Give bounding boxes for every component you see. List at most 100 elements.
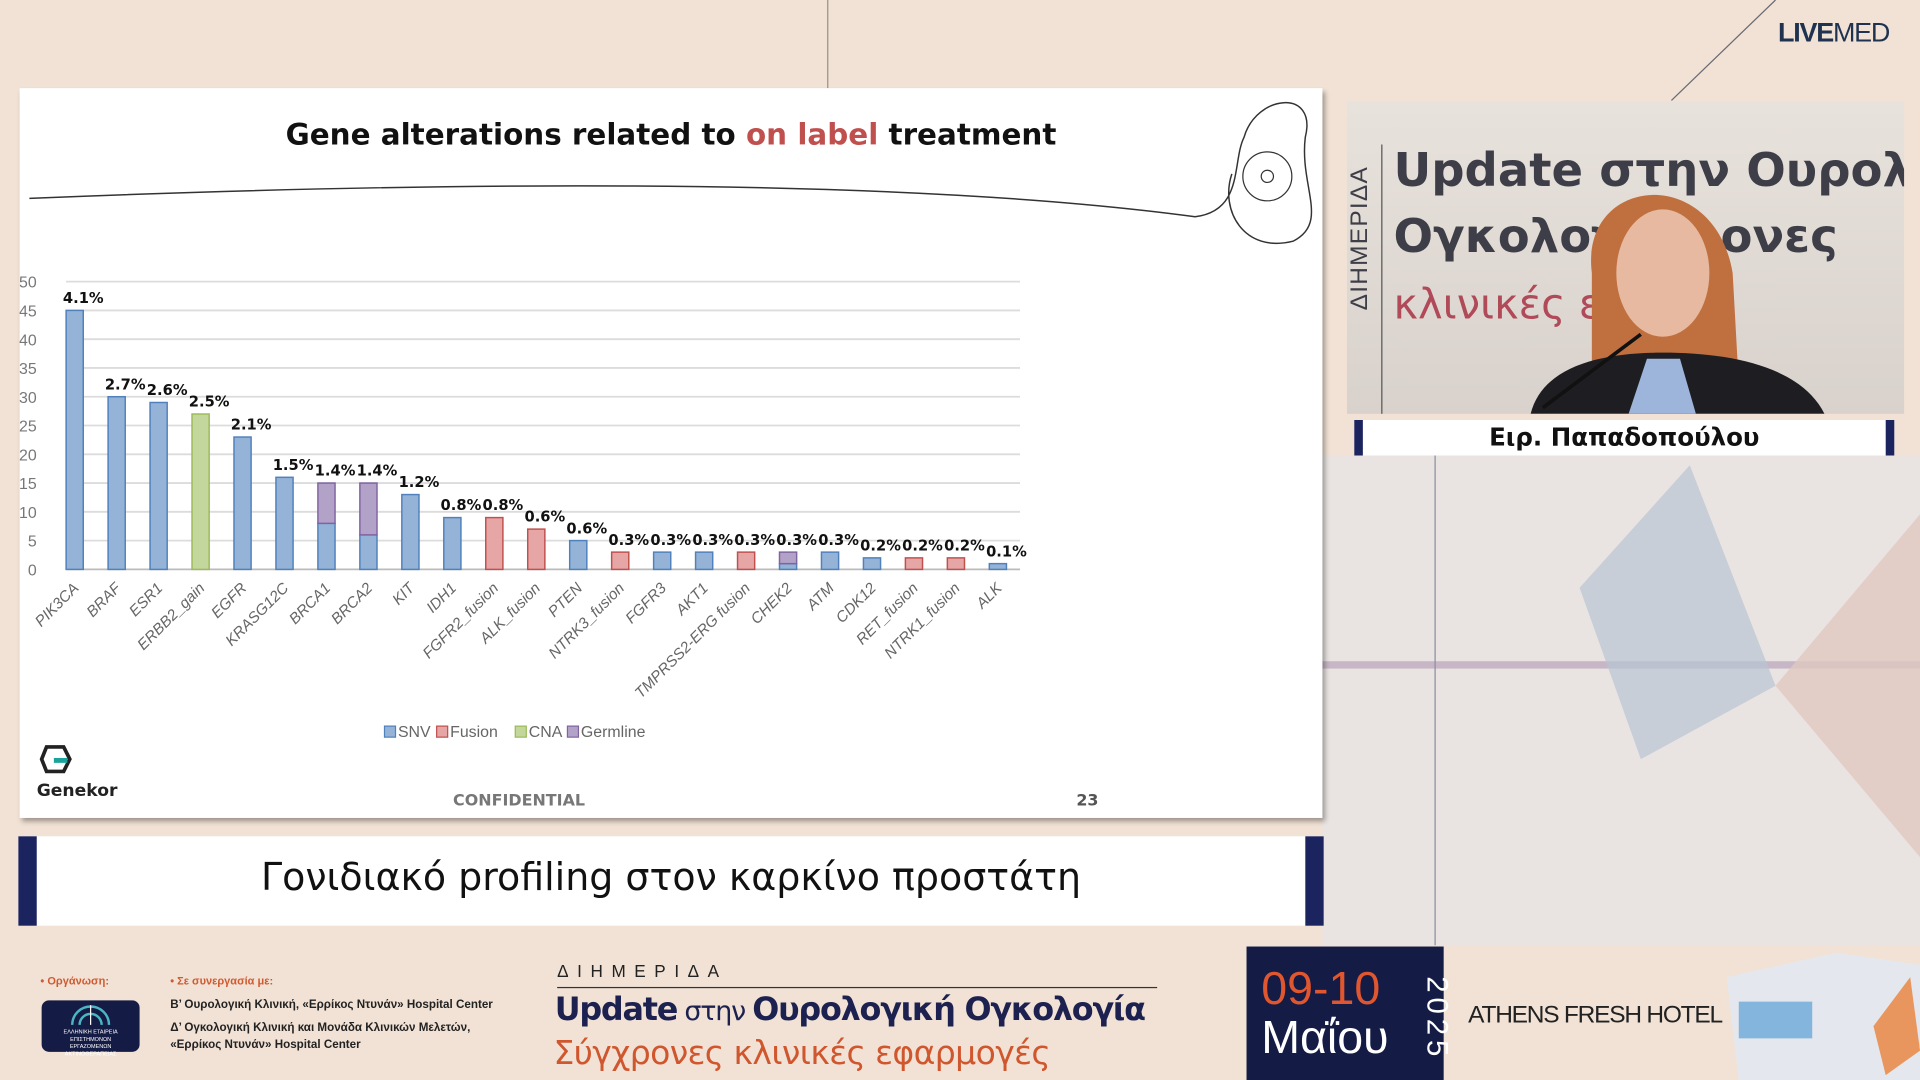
- slide-title: Gene alterations related to on label tre…: [285, 117, 1057, 152]
- x-tick-label: NTRK1_fusion: [881, 580, 963, 662]
- data-label: 2.7%: [105, 376, 146, 393]
- event-year: 2025: [1420, 976, 1454, 1062]
- bar-cna: [191, 413, 210, 571]
- bar-snv: [694, 551, 714, 571]
- bar-snv: [107, 396, 126, 571]
- legend-label: CNA: [529, 724, 563, 741]
- data-label: 0.6%: [566, 520, 607, 537]
- data-label: 0.2%: [902, 538, 943, 555]
- data-label: 2.5%: [189, 394, 230, 411]
- x-tick-label: NTRK3_fusion: [546, 580, 628, 662]
- y-tick-label: 25: [20, 419, 37, 436]
- x-tick-label: KIT: [389, 579, 419, 609]
- data-label: 4.1%: [63, 290, 104, 307]
- y-tick-label: 30: [20, 390, 37, 407]
- x-tick-label: PIK3CA: [32, 580, 83, 631]
- data-label: 0.3%: [776, 532, 817, 549]
- y-tick-label: 15: [20, 476, 37, 493]
- livemed-logo: LIVEMED: [1777, 17, 1890, 48]
- data-label: 1.4%: [357, 463, 398, 480]
- y-tick-label: 40: [20, 332, 37, 349]
- bar-snv: [988, 562, 1008, 571]
- bar-snv: [820, 551, 840, 571]
- y-tick-label: 45: [20, 304, 37, 321]
- y-tick-label: 20: [20, 447, 37, 464]
- bar-fusion: [526, 528, 546, 571]
- y-tick-label: 0: [28, 563, 37, 580]
- data-label: 0.6%: [524, 509, 565, 526]
- lower-third-title: Γονιδιακό profiling στον καρκίνο προστάτ…: [18, 836, 1324, 926]
- legend-label: Germline: [581, 724, 646, 741]
- x-tick-label: ESR1: [126, 580, 166, 620]
- bar-fusion: [610, 551, 630, 571]
- bar-fusion: [485, 516, 504, 571]
- event-venue: ATHENS FRESH HOTEL: [1468, 1001, 1723, 1029]
- slide-page-number: 23: [1076, 792, 1099, 811]
- bar-germline: [359, 482, 378, 536]
- data-label: 0.3%: [734, 532, 775, 549]
- x-tick-label: ATM: [803, 580, 838, 615]
- gene-alterations-chart: 0 5 10 15 20 25 30 35 40 45 50 4.1% PIK3CA 2.7% BRAF 2.…: [20, 101, 1313, 741]
- bar-snv: [233, 436, 252, 571]
- event-month: Μαΐου: [1261, 1012, 1389, 1065]
- event-days: 09-10: [1261, 963, 1381, 1016]
- event-subtitle: Σύγχρονες κλινικές εφαρμογές: [553, 1034, 1051, 1073]
- y-tick-label: 10: [20, 505, 37, 522]
- data-label: 2.1%: [231, 417, 272, 434]
- data-label: 0.3%: [692, 532, 733, 549]
- decorative-circle: [1242, 151, 1293, 202]
- speaker-name: Ειρ. Παπαδοπούλου: [1354, 420, 1895, 456]
- confidential-footer: CONFIDENTIAL: [453, 792, 586, 811]
- bar-snv: [862, 557, 882, 571]
- data-label: 0.2%: [860, 538, 901, 555]
- event-date: 09-10 Μαΐου 2025: [1246, 946, 1453, 1080]
- x-tick-label: AKT1: [672, 580, 712, 620]
- genekor-logo-text: Genekor: [36, 781, 118, 801]
- data-label: 1.4%: [315, 463, 356, 480]
- bar-germline: [317, 482, 336, 525]
- y-tick-label: 35: [20, 361, 37, 378]
- data-label: 0.3%: [608, 532, 649, 549]
- data-label: 0.8%: [483, 497, 524, 514]
- event-type: ΔΙΗΜΕΡΙΔΑ: [557, 961, 728, 981]
- event-banner: • Οργάνωση: ΕΛΛΗΝΙΚΗ ΕΤΑΙΡΕΙΑ ΕΠΙΣΤΗΜΟΝΩ…: [0, 946, 1920, 1080]
- bar-snv: [568, 539, 588, 571]
- x-tick-label: CHEK2: [748, 579, 796, 627]
- radiation-arc-icon: [71, 1005, 111, 1026]
- divider: [557, 986, 1158, 989]
- organizer-logo: ΕΛΛΗΝΙΚΗ ΕΤΑΙΡΕΙΑ ΕΠΙΣΤΗΜΟΝΩΝ ΕΡΓΑΖΟΜΕΝΩ…: [41, 1000, 140, 1057]
- bar-snv: [149, 401, 168, 571]
- bar-snv: [275, 476, 294, 571]
- bar-snv: [443, 516, 462, 571]
- bar-fusion: [904, 557, 924, 571]
- genekor-logo-icon: [39, 745, 72, 774]
- bar-germline: [778, 551, 798, 565]
- x-tick-label: IDH1: [423, 580, 460, 617]
- data-label: 2.6%: [147, 382, 188, 399]
- data-label: 0.1%: [986, 543, 1027, 560]
- bar-snv: [359, 534, 378, 571]
- bar-fusion: [946, 557, 966, 571]
- legend-swatch-germline: [566, 725, 580, 738]
- partner-1: Β’ Ουρολογική Κλινική, «Ερρίκος Ντυνάν» …: [170, 997, 493, 1012]
- presentation-slide: Gene alterations related to on label tre…: [19, 88, 1323, 818]
- data-label: 0.3%: [818, 532, 859, 549]
- speaker-video: ΔΙΗΜΕΡΙΔΑ Update στην Ουρολογικ Ογκολογί…: [1346, 101, 1905, 414]
- x-tick-label: BRCA2: [328, 579, 376, 627]
- bar-snv: [652, 551, 672, 571]
- bar-fusion: [736, 551, 756, 571]
- x-tick-label: FGFR3: [622, 579, 670, 627]
- data-label: 0.2%: [944, 538, 985, 555]
- y-tick-label: 50: [20, 275, 37, 292]
- data-label: 1.5%: [273, 457, 314, 474]
- legend-swatch-snv: [383, 725, 397, 738]
- organizer-label: • Οργάνωση:: [40, 974, 110, 987]
- bar-snv: [778, 562, 798, 571]
- venue-graphic: [1726, 952, 1920, 1080]
- bar-snv: [401, 493, 420, 571]
- backdrop-text-1: Update στην Ουρολογικ: [1393, 143, 1904, 198]
- y-tick-label: 5: [28, 534, 37, 551]
- decorative-line-art: [29, 101, 1313, 244]
